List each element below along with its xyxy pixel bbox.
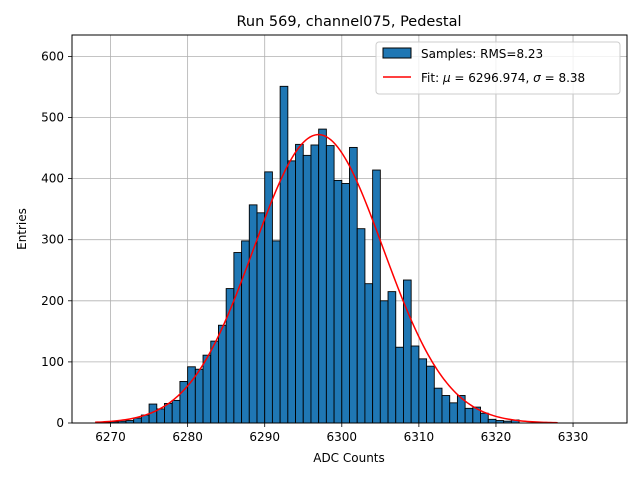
histogram-bar: [302, 154, 312, 424]
plot-frame: [71, 34, 628, 424]
legend-box: [375, 41, 621, 95]
histogram-bar: [279, 85, 289, 424]
histogram-bar: [241, 240, 250, 424]
y-tick-label: 600: [41, 49, 64, 63]
histogram-bar: [333, 179, 343, 424]
histogram-bar: [202, 354, 212, 424]
legend-samples-swatch: [382, 47, 412, 59]
x-tick-label: 6300: [327, 430, 358, 444]
histogram-bar: [295, 143, 304, 424]
y-axis-label: Entries: [15, 208, 29, 250]
histogram-bar: [156, 408, 165, 424]
y-tick-label: 500: [41, 110, 64, 124]
histogram-bar: [187, 366, 196, 424]
histogram-bar: [271, 240, 281, 424]
legend-samples-label: Samples: RMS=8.23: [421, 47, 543, 61]
y-tick-label: 300: [41, 233, 64, 247]
histogram-bar: [256, 212, 266, 424]
x-axis-label: ADC Counts: [313, 451, 385, 465]
x-tick-label: 6280: [172, 430, 203, 444]
histogram-bar: [403, 279, 412, 424]
legend-fit-mu-value: = 6296.974,: [451, 71, 534, 85]
histogram-bar: [248, 204, 258, 424]
histogram-bar: [441, 395, 451, 424]
histogram-bar: [287, 160, 296, 424]
histogram-bar: [487, 418, 497, 424]
histogram-bar: [349, 146, 358, 424]
histogram-bar: [410, 345, 420, 424]
histogram-bar: [218, 324, 227, 424]
histogram-bar: [372, 169, 381, 424]
y-tick-label: 100: [41, 355, 64, 369]
histogram-bar: [133, 417, 142, 424]
histogram-bar: [433, 387, 443, 424]
histogram-bar: [426, 365, 435, 424]
x-tick-label: 6320: [481, 430, 512, 444]
x-axis-ticks: 6270 6280 6290 6300 6310 6320 6330: [95, 423, 588, 444]
chart-title: Run 569, channel075, Pedestal: [236, 14, 461, 30]
histogram-bar: [310, 144, 320, 424]
histogram-bar: [233, 252, 243, 424]
x-tick-label: 6270: [95, 430, 126, 444]
histogram-bar: [356, 228, 366, 424]
gaussian-fit-curve: [95, 133, 558, 424]
histogram-bar: [480, 412, 489, 424]
legend-fit-prefix: Fit:: [421, 71, 443, 85]
histogram-bar: [364, 283, 374, 424]
legend-fit-label: Fit: μ = 6296.974, σ = 8.38: [421, 71, 585, 85]
x-tick-label: 6290: [249, 430, 280, 444]
histogram-bar: [325, 145, 335, 424]
histogram-bar: [341, 183, 350, 424]
histogram-bar: [395, 346, 404, 424]
legend-fit-sigma-value: = 8.38: [541, 71, 585, 85]
y-tick-label: 0: [56, 416, 64, 430]
y-tick-label: 200: [41, 294, 64, 308]
x-tick-label: 6310: [404, 430, 435, 444]
histogram-bar: [194, 368, 204, 424]
histogram-bar: [164, 402, 173, 424]
histogram-bar: [449, 402, 458, 424]
histogram-bar: [387, 291, 397, 424]
histogram-bar: [210, 340, 219, 424]
y-axis-ticks: 0 100 200 300 400 500 600: [41, 49, 72, 430]
histogram-bar: [379, 300, 389, 424]
x-tick-label: 6330: [558, 430, 589, 444]
legend: Samples: RMS=8.23 Fit: μ = 6296.974, σ =…: [375, 41, 621, 95]
histogram-bar: [418, 358, 428, 424]
histogram-bars: [102, 85, 520, 424]
legend-fit-sigma-symbol: σ: [533, 71, 541, 85]
y-tick-label: 400: [41, 172, 64, 186]
histogram-bar: [318, 128, 327, 424]
histogram-bar: [464, 407, 474, 424]
legend-fit-mu-symbol: μ: [442, 71, 451, 85]
histogram-bar: [171, 399, 181, 424]
